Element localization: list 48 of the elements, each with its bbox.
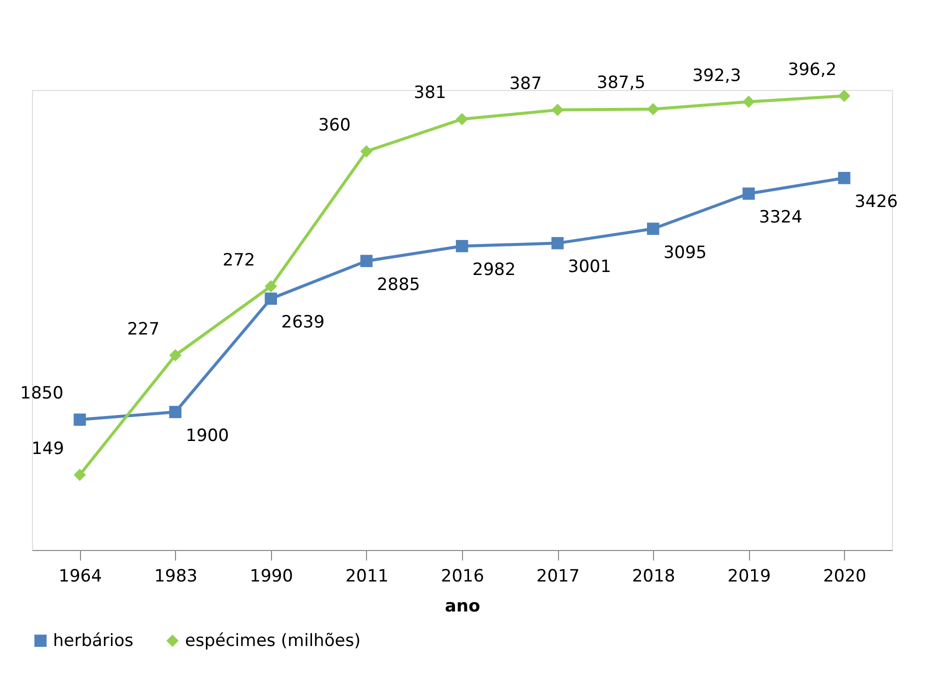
data-label: 3095	[663, 242, 707, 263]
data-label: 396,2	[788, 60, 837, 80]
data-label: 3001	[568, 257, 612, 278]
data-label: 3324	[759, 208, 802, 228]
legend-label: espécimes (milhões)	[185, 630, 361, 651]
point	[360, 145, 373, 158]
x-axis-title: ano	[444, 596, 480, 616]
point	[742, 188, 755, 200]
data-label: 360	[318, 115, 351, 136]
x-tick-label: 2018	[632, 566, 676, 586]
point	[264, 292, 278, 305]
x-tick-label: 1964	[58, 566, 102, 586]
point	[551, 104, 564, 116]
point	[742, 96, 755, 108]
data-label: 2885	[376, 274, 420, 295]
point	[646, 222, 660, 235]
x-tick-label: 1983	[154, 566, 198, 586]
data-label: 3426	[854, 192, 898, 212]
point	[169, 406, 182, 418]
data-label: 387	[509, 74, 542, 94]
data-label: 1900	[186, 426, 229, 446]
data-label: 1850	[20, 384, 64, 404]
data-label: 381	[414, 83, 446, 104]
point	[169, 349, 182, 362]
data-label: 2639	[281, 312, 325, 333]
x-tick-label: 2019	[728, 566, 771, 586]
data-label: 392,3	[692, 66, 742, 86]
point	[551, 237, 564, 250]
point	[74, 414, 86, 426]
point	[264, 280, 278, 292]
point	[838, 90, 850, 102]
legend-label: herbários	[53, 630, 134, 651]
data-label: 387,5	[596, 73, 646, 94]
data-label: 2982	[472, 260, 516, 280]
x-tick-label: 2017	[536, 566, 580, 586]
x-tick-label: 2011	[345, 566, 389, 586]
point	[456, 113, 468, 126]
data-label: 272	[222, 250, 256, 270]
x-tick-label: 2020	[823, 566, 866, 586]
point	[456, 240, 468, 252]
data-label: 227	[127, 319, 160, 340]
data-label: 149	[32, 438, 64, 459]
point	[646, 103, 660, 116]
x-tick-label: 1990	[250, 566, 294, 586]
point	[360, 254, 373, 268]
point	[838, 172, 850, 184]
point	[74, 468, 86, 481]
x-tick-label: 2016	[440, 566, 484, 586]
